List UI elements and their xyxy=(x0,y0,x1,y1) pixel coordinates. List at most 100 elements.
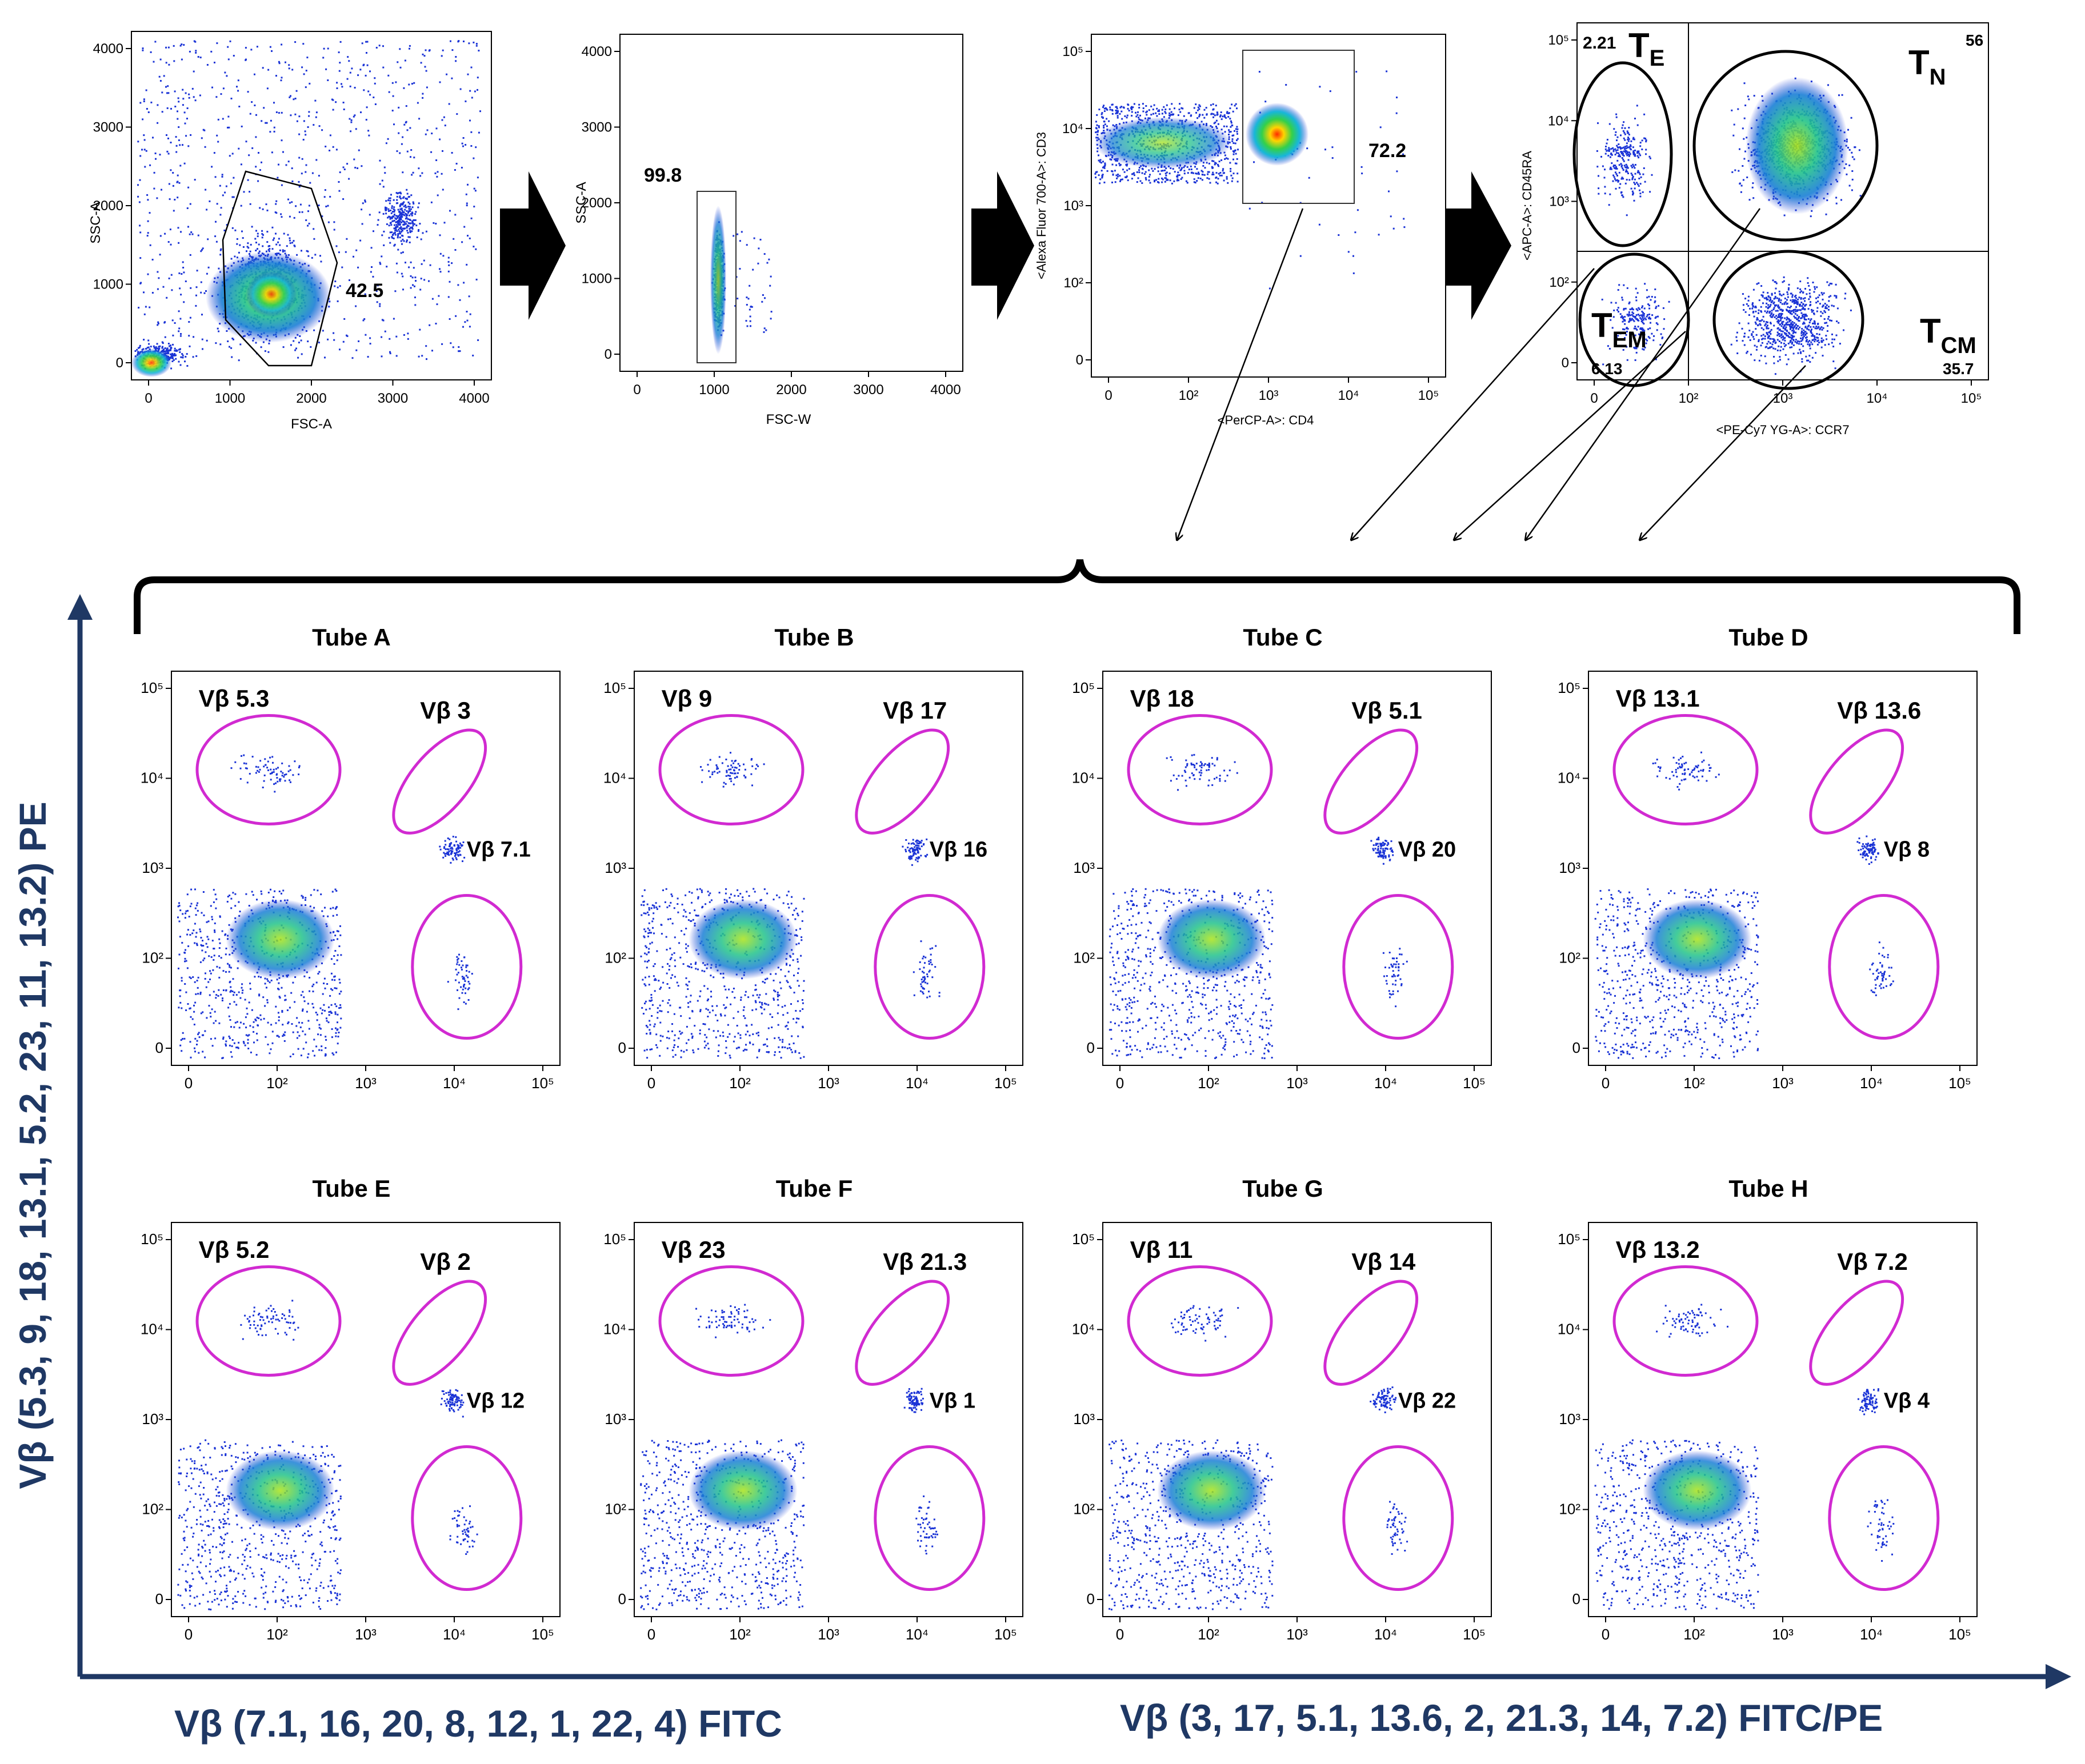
event-dot xyxy=(230,347,233,349)
event-dot xyxy=(170,367,173,370)
event-dot xyxy=(1122,106,1124,109)
event-dot xyxy=(749,308,751,311)
event-dot xyxy=(1776,334,1779,336)
event-dot xyxy=(1752,197,1755,199)
gate-percent: 99.8 xyxy=(644,165,682,186)
event-dot xyxy=(170,344,171,347)
event-dot xyxy=(1810,215,1812,218)
event-dot xyxy=(188,321,190,323)
event-dot xyxy=(398,219,401,221)
event-dot xyxy=(399,213,402,215)
event-dot xyxy=(163,351,166,353)
event-dot xyxy=(396,230,398,232)
event-dot xyxy=(425,49,427,51)
event-dot xyxy=(245,141,247,143)
event-dot xyxy=(349,118,351,120)
event-dot xyxy=(202,129,205,131)
y-tick-label: 4000 xyxy=(582,44,612,59)
event-dot xyxy=(266,122,268,124)
event-dot xyxy=(463,282,465,284)
event-dot xyxy=(268,342,270,344)
event-dot xyxy=(249,191,251,193)
event-dot xyxy=(1166,104,1168,106)
event-dot xyxy=(477,77,479,79)
event-dot xyxy=(271,226,274,228)
event-dot xyxy=(1101,112,1103,114)
event-dot xyxy=(365,119,367,121)
event-dot xyxy=(310,346,312,348)
event-dot xyxy=(189,254,191,256)
x-tick-label: 1000 xyxy=(215,391,245,406)
event-dot xyxy=(1202,171,1204,173)
event-dot xyxy=(201,137,203,139)
event-dot xyxy=(737,298,739,300)
event-dot xyxy=(281,139,283,142)
event-dot xyxy=(409,210,411,213)
event-dot xyxy=(359,69,362,71)
event-dot xyxy=(1219,172,1222,174)
event-dot xyxy=(157,324,159,326)
event-dot xyxy=(1216,111,1219,114)
event-dot xyxy=(479,110,481,113)
event-dot xyxy=(179,45,182,47)
event-dot xyxy=(161,91,163,94)
event-dot xyxy=(1231,138,1234,141)
event-dot xyxy=(411,83,413,85)
event-dot xyxy=(289,96,291,98)
event-dot xyxy=(1232,158,1234,161)
event-dot xyxy=(181,273,183,275)
event-dot xyxy=(762,294,764,296)
event-dot xyxy=(1236,158,1238,160)
event-dot xyxy=(407,231,409,234)
event-dot xyxy=(397,248,399,251)
event-dot xyxy=(336,82,338,84)
event-dot xyxy=(398,228,400,231)
event-dot xyxy=(409,127,411,129)
event-dot xyxy=(153,347,155,349)
event-dot xyxy=(1227,112,1230,114)
event-dot xyxy=(374,82,376,85)
event-dot xyxy=(387,208,390,210)
event-dot xyxy=(159,345,161,347)
event-dot xyxy=(259,169,261,171)
event-dot xyxy=(1119,113,1121,115)
event-dot xyxy=(194,99,197,102)
event-dot xyxy=(1217,178,1219,180)
event-dot xyxy=(311,256,313,259)
event-dot xyxy=(1133,174,1135,177)
event-dot xyxy=(1236,126,1238,128)
event-dot xyxy=(205,189,207,191)
event-dot xyxy=(159,235,162,237)
event-dot xyxy=(163,348,165,351)
event-dot xyxy=(350,119,353,121)
event-dot xyxy=(206,209,208,211)
event-dot xyxy=(186,107,189,109)
event-dot xyxy=(260,346,262,348)
event-dot xyxy=(1126,175,1128,178)
event-dot xyxy=(287,234,289,236)
event-dot xyxy=(1199,105,1201,107)
event-dot xyxy=(224,191,226,194)
event-dot xyxy=(394,290,397,292)
event-dot xyxy=(354,114,356,117)
event-dot xyxy=(339,171,341,174)
event-dot xyxy=(278,238,280,240)
event-dot xyxy=(143,100,145,102)
event-dot xyxy=(305,134,307,136)
event-dot xyxy=(1228,112,1230,114)
event-dot xyxy=(1195,111,1197,114)
event-dot xyxy=(319,255,321,257)
event-dot xyxy=(1120,106,1123,108)
event-dot xyxy=(335,101,337,103)
event-dot xyxy=(388,91,390,93)
event-dot xyxy=(1098,174,1100,177)
event-dot xyxy=(1158,113,1160,115)
event-dot xyxy=(376,301,378,303)
event-dot xyxy=(1202,114,1204,116)
event-dot xyxy=(389,197,391,199)
event-dot xyxy=(399,152,401,154)
event-dot xyxy=(151,292,154,294)
event-dot xyxy=(152,137,154,139)
event-dot xyxy=(171,319,174,322)
event-dot xyxy=(381,179,383,182)
